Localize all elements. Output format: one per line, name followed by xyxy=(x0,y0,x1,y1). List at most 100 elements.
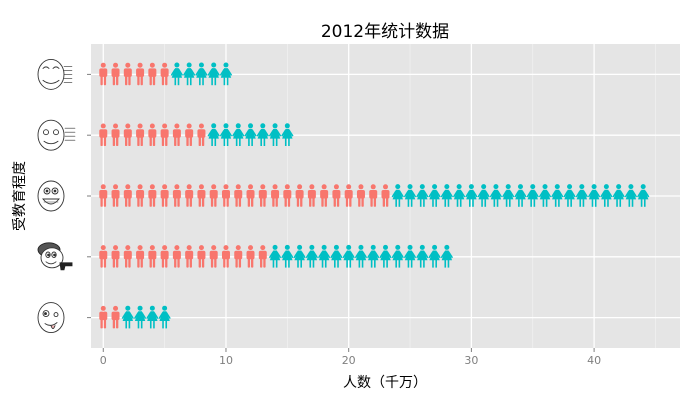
rage-face-reading-icon xyxy=(37,58,73,90)
male-figure xyxy=(123,62,132,86)
female-figure xyxy=(367,244,380,268)
male-figure xyxy=(148,123,157,146)
male-figure xyxy=(99,305,108,329)
male-figure xyxy=(136,184,145,207)
rage-face-derp-icon xyxy=(37,302,65,334)
male-figure xyxy=(209,245,218,268)
category-icons xyxy=(37,58,76,334)
female-figure xyxy=(121,305,135,329)
male-figure xyxy=(185,123,194,146)
male-figure xyxy=(160,123,169,146)
male-figure xyxy=(160,245,169,268)
male-figure xyxy=(209,184,218,207)
male-figure xyxy=(148,184,157,207)
pictogram-row xyxy=(99,184,650,207)
female-figure xyxy=(624,184,638,207)
female-figure xyxy=(146,305,159,329)
female-figure xyxy=(391,244,404,268)
female-figure xyxy=(281,123,294,146)
female-figure xyxy=(244,123,257,146)
female-figure xyxy=(403,244,417,268)
female-figure xyxy=(268,244,282,268)
female-figure xyxy=(452,184,466,207)
female-figure xyxy=(281,244,294,268)
male-figure xyxy=(197,184,206,207)
chart-title: 2012年统计数据 xyxy=(321,22,449,42)
female-figure xyxy=(158,305,171,329)
male-figure xyxy=(99,123,108,146)
male-figure xyxy=(258,184,267,207)
male-figure xyxy=(111,62,120,86)
female-figure xyxy=(526,184,539,207)
female-figure xyxy=(293,244,306,268)
female-figure xyxy=(170,62,184,86)
male-figure xyxy=(136,62,145,86)
female-figure xyxy=(600,184,613,207)
female-figure xyxy=(391,184,404,207)
female-figure xyxy=(403,184,417,207)
male-figure xyxy=(356,184,365,207)
male-figure xyxy=(111,184,120,207)
female-figure xyxy=(354,244,368,268)
male-figure xyxy=(332,184,341,207)
male-figure xyxy=(99,184,108,207)
male-figure xyxy=(221,184,230,207)
male-figure xyxy=(160,184,169,207)
male-figure xyxy=(160,62,169,86)
female-figure xyxy=(133,305,147,329)
female-figure xyxy=(489,184,503,207)
rage-face-smiling-icon xyxy=(37,119,76,151)
female-figure xyxy=(502,184,515,207)
female-figure xyxy=(563,184,576,207)
male-figure xyxy=(258,245,267,268)
pictogram-row xyxy=(99,62,233,86)
x-axis-title: 人数（千万） xyxy=(343,375,427,391)
female-figure xyxy=(514,184,527,207)
female-figure xyxy=(195,62,208,86)
male-figure xyxy=(344,184,353,207)
female-figure xyxy=(219,123,233,146)
male-figure xyxy=(221,245,230,268)
female-figure xyxy=(587,184,601,207)
male-figure xyxy=(123,123,132,146)
male-figure xyxy=(111,245,120,268)
male-figure xyxy=(307,184,316,207)
x-tick-label: 10 xyxy=(219,354,233,367)
axis-ticks: 0 10 20 30 40 xyxy=(87,73,601,367)
female-figure xyxy=(182,62,196,86)
female-figure xyxy=(477,184,490,207)
x-tick-label: 20 xyxy=(342,354,356,367)
female-figure xyxy=(636,184,650,207)
female-figure xyxy=(207,123,220,146)
male-figure xyxy=(295,184,304,207)
male-figure xyxy=(185,184,194,207)
female-figure xyxy=(465,184,478,207)
female-figure xyxy=(207,62,220,86)
x-tick-label: 30 xyxy=(464,354,478,367)
male-figure xyxy=(369,184,378,207)
female-figure xyxy=(317,244,331,268)
male-figure xyxy=(381,184,390,207)
male-figure xyxy=(99,245,108,268)
x-tick-label: 0 xyxy=(100,354,107,367)
male-figure xyxy=(246,184,255,207)
male-figure xyxy=(148,62,157,86)
male-figure xyxy=(246,245,255,268)
male-figure xyxy=(148,245,157,268)
male-figure xyxy=(271,184,280,207)
female-figure xyxy=(538,184,552,207)
y-axis-title: 受教育程度 xyxy=(12,161,28,231)
male-figure xyxy=(234,184,243,207)
female-figure xyxy=(612,184,625,207)
female-figure xyxy=(330,244,343,268)
male-figure xyxy=(283,184,292,207)
female-figure xyxy=(416,184,429,207)
rage-face-gun-icon xyxy=(37,242,73,271)
male-figure xyxy=(172,184,181,207)
rage-face-grinning-icon xyxy=(37,180,65,212)
female-figure xyxy=(219,62,233,86)
pictogram-marks xyxy=(99,62,650,329)
female-figure xyxy=(575,184,589,207)
female-figure xyxy=(551,184,564,207)
